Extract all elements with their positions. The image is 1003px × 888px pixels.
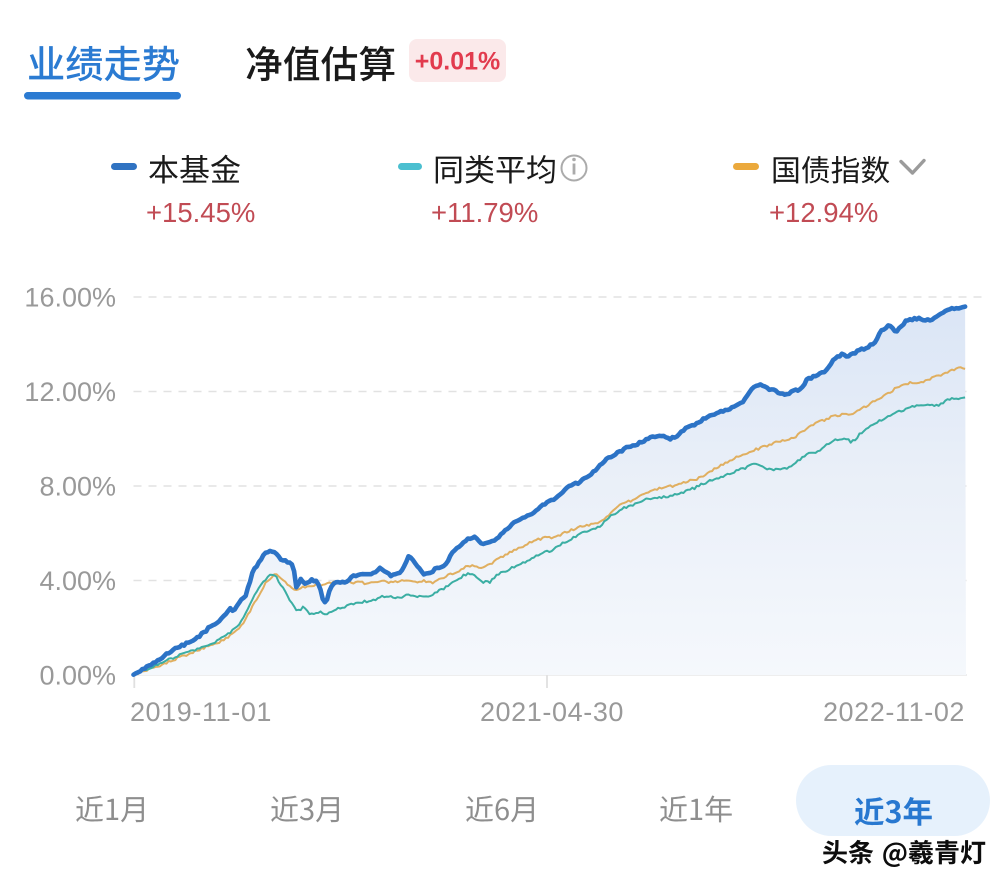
svg-text:+12.94%: +12.94% bbox=[769, 197, 878, 228]
svg-text:12.00%: 12.00% bbox=[24, 377, 116, 407]
svg-text:4.00%: 4.00% bbox=[39, 566, 116, 596]
svg-text:16.00%: 16.00% bbox=[24, 283, 116, 313]
svg-text:+11.79%: +11.79% bbox=[431, 197, 538, 228]
svg-text:8.00%: 8.00% bbox=[39, 472, 116, 502]
svg-text:0.00%: 0.00% bbox=[39, 661, 116, 691]
svg-text:2021-04-30: 2021-04-30 bbox=[480, 697, 624, 727]
svg-text:2022-11-02: 2022-11-02 bbox=[823, 697, 965, 727]
svg-text:+0.01%: +0.01% bbox=[415, 48, 501, 76]
svg-text:2019-11-01: 2019-11-01 bbox=[130, 697, 272, 727]
svg-text:+15.45%: +15.45% bbox=[146, 197, 255, 228]
